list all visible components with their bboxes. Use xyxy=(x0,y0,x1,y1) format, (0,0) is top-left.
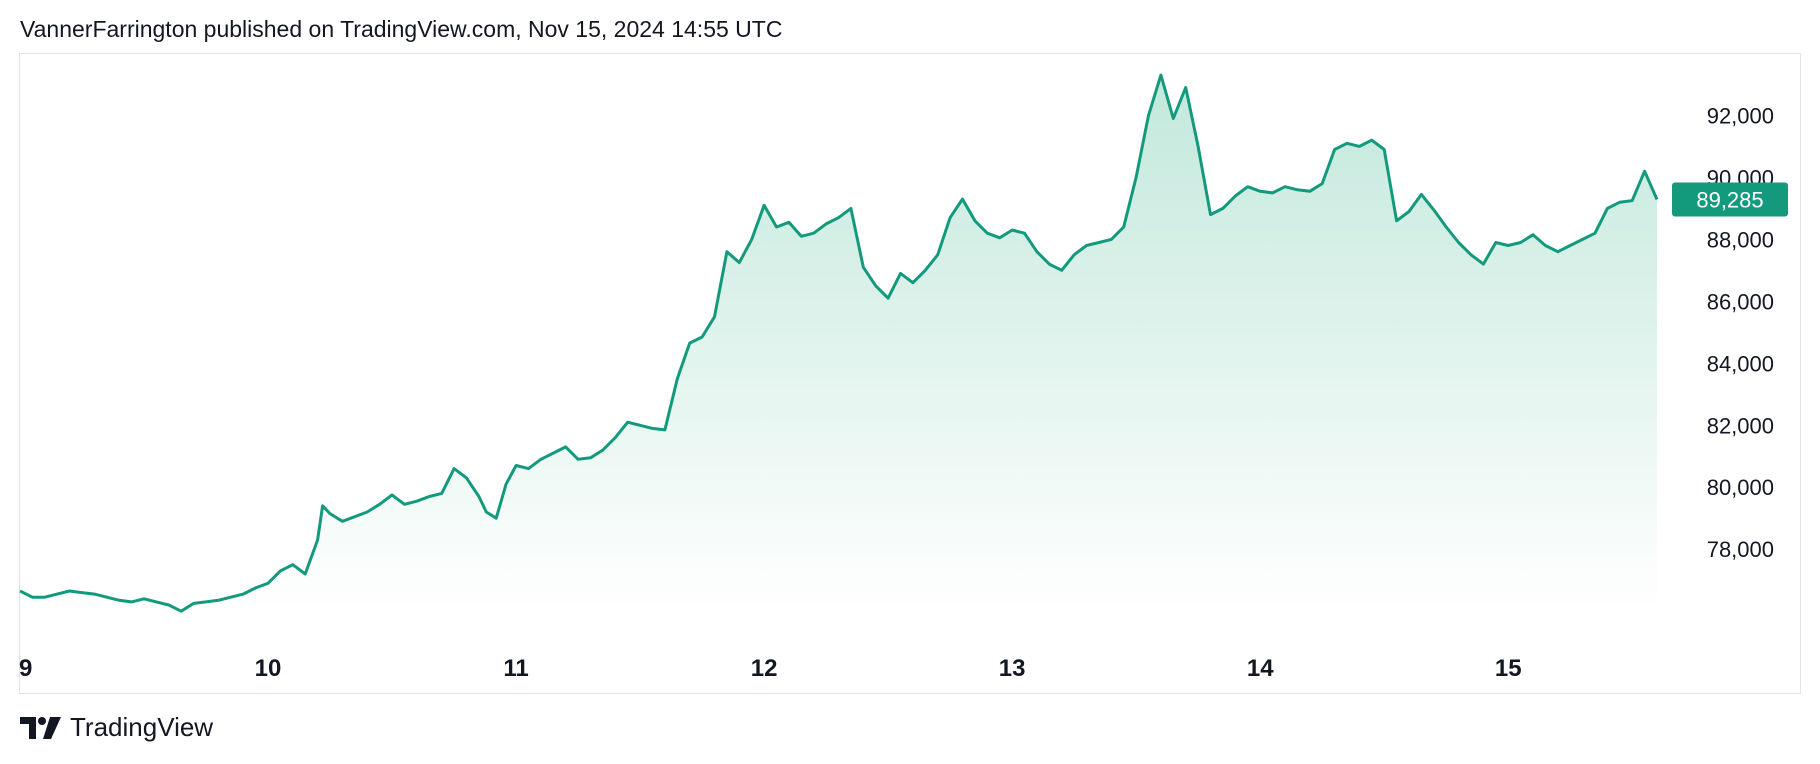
last-price-badge xyxy=(1672,182,1788,217)
x-tick-label: 9 xyxy=(19,655,32,682)
x-tick-label: 13 xyxy=(999,655,1026,682)
y-tick-label: 78,000 xyxy=(1707,537,1774,562)
x-tick-label: 14 xyxy=(1247,655,1274,682)
y-tick-label: 84,000 xyxy=(1707,351,1774,376)
y-tick-label: 88,000 xyxy=(1707,227,1774,252)
x-tick-label: 11 xyxy=(503,655,528,682)
x-tick-label: 15 xyxy=(1495,655,1522,682)
x-tick-label: 10 xyxy=(255,655,282,682)
y-tick-label: 80,000 xyxy=(1707,475,1774,500)
tradingview-logo-icon xyxy=(20,716,61,739)
y-tick-label: 82,000 xyxy=(1707,413,1774,438)
y-tick-label: 92,000 xyxy=(1707,103,1774,128)
price-chart[interactable]: 78,00080,00082,00084,00086,00088,00090,0… xyxy=(0,0,1820,700)
y-tick-label: 86,000 xyxy=(1707,289,1774,314)
x-tick-label: 12 xyxy=(751,655,778,682)
footer-branding: TradingView xyxy=(20,712,213,743)
price-area-fill xyxy=(20,75,1657,613)
chart-frame xyxy=(19,53,1801,694)
publish-info: VannerFarrington published on TradingVie… xyxy=(20,16,783,42)
price-series-line xyxy=(19,73,1659,613)
last-price-label: 89,285 xyxy=(1696,188,1763,213)
tradingview-brand-label: TradingView xyxy=(70,712,214,742)
